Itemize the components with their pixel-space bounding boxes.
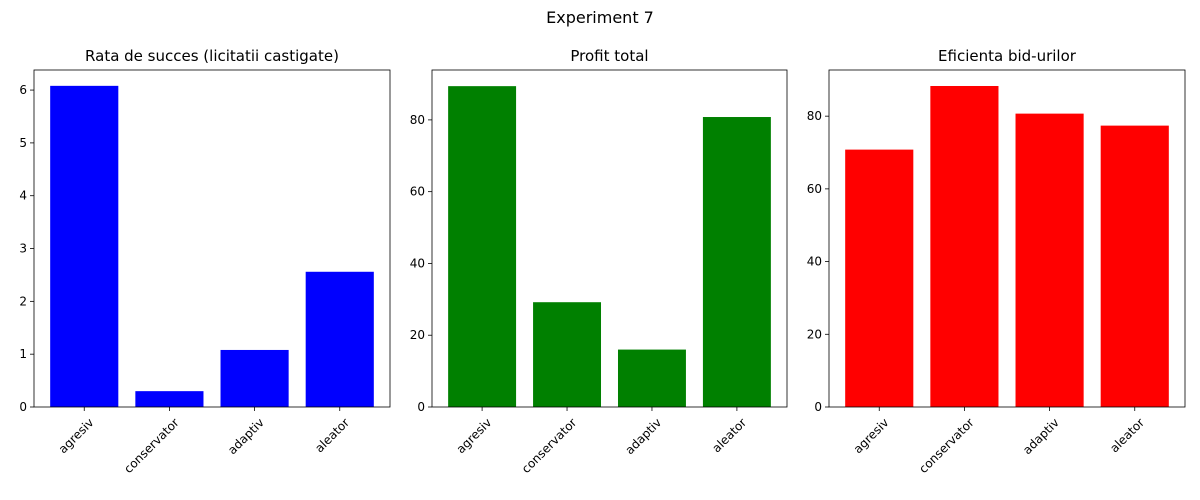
chart-panel-3: Eficienta bid-urilor agresiv conservator ad… (807, 47, 1186, 476)
x-tick-label: agresiv (56, 415, 97, 456)
y-tick-label: 20 (807, 327, 822, 341)
x-tick-label: adaptiv (623, 415, 665, 457)
x-tick-label: agresiv (851, 415, 892, 456)
bar-adaptiv (1015, 113, 1084, 407)
x-tick-label: agresiv (454, 415, 495, 456)
bar-aleator (305, 271, 374, 407)
bar-conservator (930, 85, 999, 408)
x-tick-label: conservator (121, 415, 182, 476)
bar-conservator (135, 391, 204, 407)
y-tick-label: 0 (417, 400, 425, 414)
y-tick-label: 80 (807, 109, 822, 123)
y-tick-label: 0 (19, 400, 27, 414)
y-tick-label: 60 (410, 185, 425, 199)
y-tick-label: 2 (19, 294, 27, 308)
y-tick-label: 6 (19, 83, 27, 97)
axes-frame (33, 69, 391, 408)
bar-conservator (533, 302, 602, 407)
chart-title: Profit total (570, 47, 648, 65)
bar-agresiv (50, 85, 119, 407)
y-tick-label: 40 (807, 255, 822, 269)
y-tick-label: 40 (410, 256, 425, 270)
x-tick-label: aleator (709, 415, 749, 455)
y-tick-label: 1 (19, 347, 27, 361)
bar-aleator (1100, 125, 1169, 407)
y-tick-label: 3 (19, 242, 27, 256)
chart-title: Eficienta bid-urilor (938, 47, 1077, 65)
figure-suptitle: Experiment 7 (546, 8, 654, 27)
y-tick-label: 0 (814, 400, 822, 414)
x-tick-label: conservator (519, 415, 580, 476)
bar-agresiv (845, 149, 914, 408)
bar-agresiv (448, 86, 517, 408)
axes-frame (431, 69, 788, 408)
y-tick-label: 5 (19, 136, 27, 150)
x-tick-label: aleator (1107, 415, 1147, 455)
bar-adaptiv (220, 349, 289, 407)
y-tick-label: 60 (807, 182, 822, 196)
y-tick-label: 80 (410, 113, 425, 127)
axes-frame (828, 69, 1186, 408)
bar-adaptiv (617, 349, 686, 407)
chart-panel-2: Profit total agresiv conservator adaptiv ale… (410, 47, 788, 476)
bar-aleator (702, 117, 771, 408)
chart-panel-1: Rata de succes (licitatii castigate) agre… (19, 47, 391, 476)
y-tick-label: 20 (410, 328, 425, 342)
x-tick-label: conservator (916, 415, 977, 476)
x-tick-label: adaptiv (1020, 415, 1062, 457)
x-tick-label: adaptiv (225, 415, 267, 457)
y-tick-label: 4 (19, 189, 27, 203)
x-tick-label: aleator (312, 415, 352, 455)
chart-title: Rata de succes (licitatii castigate) (85, 47, 339, 65)
chart-panels: Rata de succes (licitatii castigate) agre… (19, 47, 1186, 476)
